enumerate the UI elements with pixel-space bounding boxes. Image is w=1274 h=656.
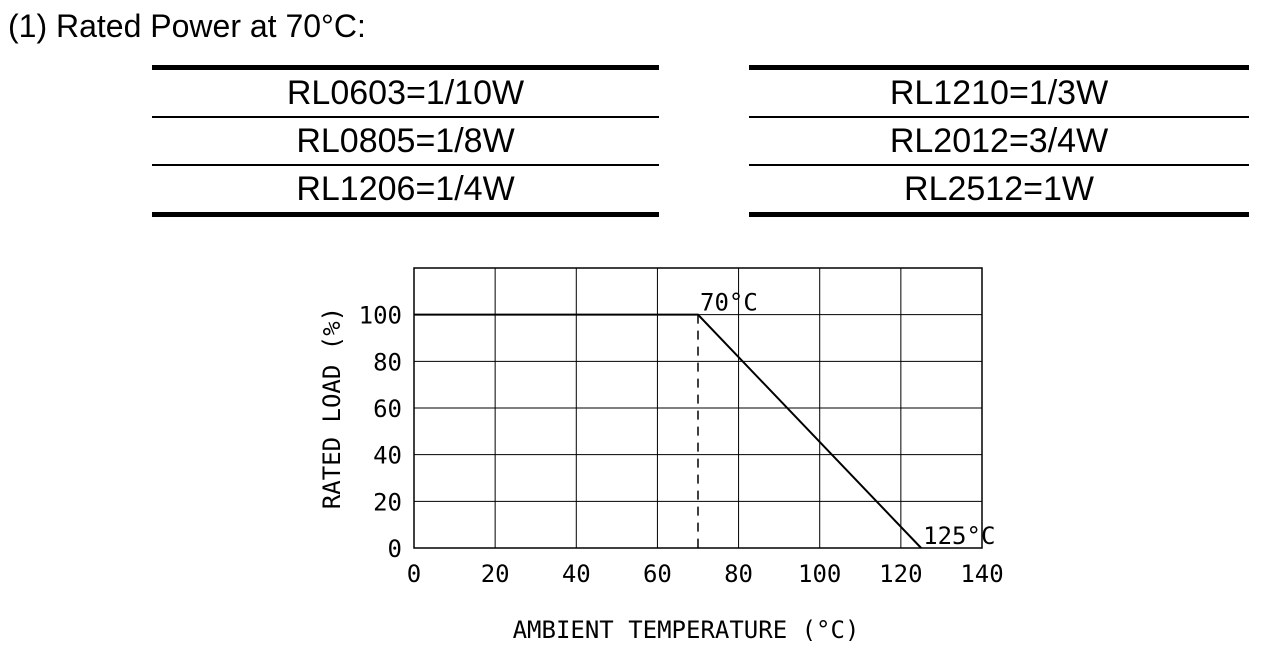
y-tick-label: 40: [373, 442, 402, 470]
x-tick-label: 120: [879, 560, 922, 588]
x-tick-label: 100: [798, 560, 841, 588]
x-tick-label: 140: [960, 560, 1003, 588]
x-tick-label: 80: [724, 560, 753, 588]
y-tick-label: 0: [388, 535, 402, 563]
power-table-right: RL1210=1/3W RL2012=3/4W RL2512=1W: [749, 65, 1249, 217]
y-axis-label: RATED LOAD (%): [318, 307, 346, 509]
x-tick-label: 40: [562, 560, 591, 588]
annotation-label: 70°C: [700, 289, 758, 317]
annotations: 70°C 125°C: [700, 289, 995, 550]
power-rating-cell: RL1206=1/4W: [152, 165, 659, 217]
x-tick-label: 60: [643, 560, 672, 588]
x-tick-label: 20: [481, 560, 510, 588]
y-tick-label: 80: [373, 348, 402, 376]
plot-frame: [413, 267, 983, 549]
power-table-left: RL0603=1/10W RL0805=1/8W RL1206=1/4W: [152, 65, 659, 217]
x-tick-labels: 0 20 40 60 80 100 120 140: [407, 560, 1004, 588]
series-layer: [414, 313, 922, 549]
power-rating-cell: RL2512=1W: [749, 165, 1249, 217]
derating-chart: 0 20 40 60 80 100 0 20 40 60 80 100 120 140 70°C 125°…: [318, 267, 1004, 644]
y-tick-labels: 0 20 40 60 80 100: [359, 302, 402, 563]
section-heading: (1) Rated Power at 70°C:: [8, 8, 366, 44]
power-rating-cell: RL0603=1/10W: [152, 65, 659, 118]
derating-curve: [414, 313, 922, 549]
y-tick-label: 60: [373, 395, 402, 423]
power-rating-cell: RL0805=1/8W: [152, 117, 659, 166]
x-tick-label: 0: [407, 560, 421, 588]
power-rating-cell: RL2012=3/4W: [749, 117, 1249, 166]
chart-grid: [413, 268, 983, 549]
power-rating-cell: RL1210=1/3W: [749, 65, 1249, 118]
x-axis-label: AMBIENT TEMPERATURE (°C): [513, 616, 860, 644]
annotation-label: 125°C: [923, 522, 995, 550]
y-tick-label: 20: [373, 488, 402, 516]
y-tick-label: 100: [359, 302, 402, 330]
